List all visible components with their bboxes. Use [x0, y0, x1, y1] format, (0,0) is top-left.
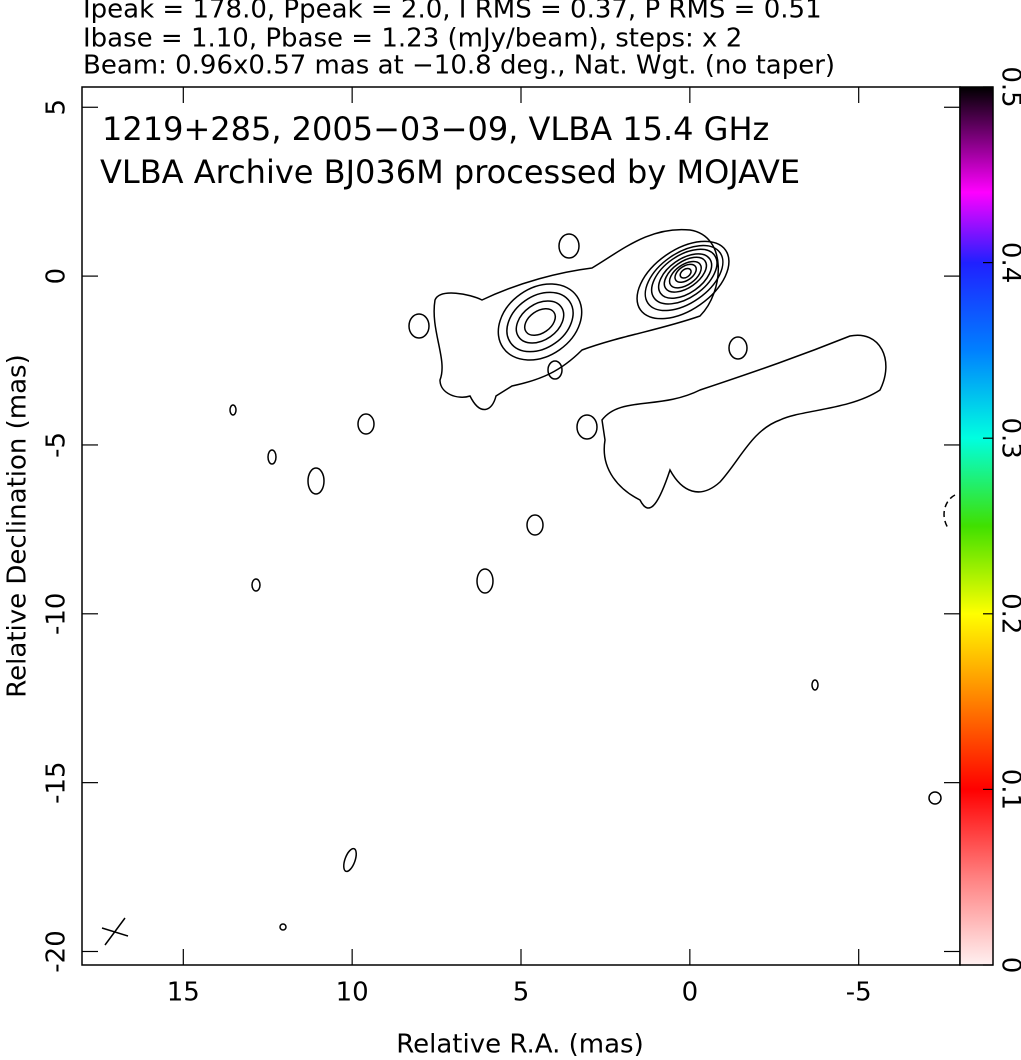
plot-frame — [81, 86, 961, 966]
y-tick-label: -5 — [42, 432, 72, 458]
x-tick-label: 15 — [167, 978, 200, 1008]
x-axis-label: Relative R.A. (mas) — [396, 1030, 643, 1060]
y-tick-label: -10 — [42, 593, 72, 635]
header-line: Beam: 0.96x0.57 mas at −10.8 deg., Nat. … — [83, 51, 835, 81]
colorbar-tick-label: 0.2 — [996, 593, 1021, 634]
annotation: VLBA Archive BJ036M processed by MOJAVE — [100, 153, 800, 191]
contour — [601, 334, 887, 509]
x-tick-label: 10 — [336, 978, 369, 1008]
x-tick-label: 5 — [513, 978, 530, 1008]
x-tick-label: -5 — [846, 978, 872, 1008]
y-tick-label: -15 — [42, 761, 72, 803]
header-line: Ipeak = 178.0, Ppeak = 2.0, I RMS = 0.37… — [83, 0, 822, 25]
colorbar-tick-label: 0.5 — [996, 66, 1021, 107]
y-axis-label: Relative Declination (mas) — [3, 354, 33, 697]
x-tick-label: 0 — [682, 978, 699, 1008]
y-tick-label: 5 — [42, 99, 72, 116]
header-line: Ibase = 1.10, Pbase = 1.23 (mJy/beam), s… — [83, 24, 742, 54]
colorbar-tick-label: 0.4 — [996, 242, 1021, 283]
contours — [101, 228, 956, 946]
colorbar — [959, 86, 994, 966]
colorbar-tick-label: 0 — [996, 957, 1021, 974]
contour — [433, 228, 719, 411]
y-tick-label: -20 — [42, 930, 72, 972]
colorbar-tick-label: 0.3 — [996, 418, 1021, 459]
colorbar-tick-label: 0.1 — [996, 769, 1021, 810]
annotation: 1219+285, 2005−03−09, VLBA 15.4 GHz — [102, 110, 769, 148]
y-tick-label: 0 — [42, 268, 72, 285]
